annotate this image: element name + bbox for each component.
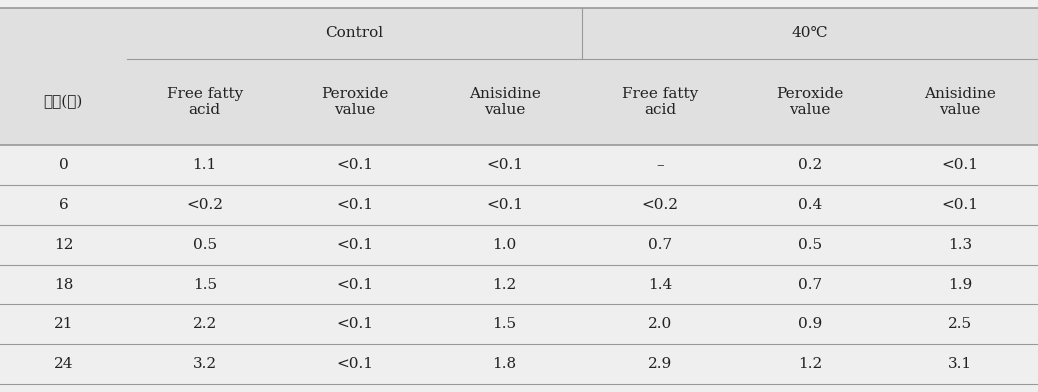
Text: <0.1: <0.1 (336, 318, 373, 331)
Text: <0.1: <0.1 (486, 198, 523, 212)
Text: 1.0: 1.0 (492, 238, 517, 252)
Bar (0, 145, 1038, 185)
Text: 2.2: 2.2 (193, 318, 217, 331)
Text: 0.5: 0.5 (193, 238, 217, 252)
Text: 1.5: 1.5 (193, 278, 217, 292)
Text: <0.1: <0.1 (336, 278, 373, 292)
Text: 3.2: 3.2 (193, 357, 217, 371)
Text: <0.1: <0.1 (941, 158, 979, 172)
Text: 2.0: 2.0 (648, 318, 673, 331)
Text: 1.2: 1.2 (492, 278, 517, 292)
Text: 1.5: 1.5 (492, 318, 517, 331)
Text: <0.1: <0.1 (336, 158, 373, 172)
Text: 1.2: 1.2 (798, 357, 822, 371)
Text: 18: 18 (54, 278, 73, 292)
Bar (0, 8, 1038, 59)
Bar (0, 305, 1038, 344)
Text: 1.8: 1.8 (492, 357, 517, 371)
Text: Control: Control (326, 26, 384, 40)
Text: 3.1: 3.1 (948, 357, 973, 371)
Text: Peroxide
value: Peroxide value (776, 87, 844, 117)
Text: Free fatty
acid: Free fatty acid (622, 87, 699, 117)
Text: 0: 0 (58, 158, 69, 172)
Text: 24: 24 (54, 357, 74, 371)
Text: <0.2: <0.2 (186, 198, 223, 212)
Bar (0, 225, 1038, 265)
Text: 0.4: 0.4 (798, 198, 822, 212)
Text: <0.1: <0.1 (486, 158, 523, 172)
Text: 21: 21 (54, 318, 74, 331)
Text: 시간(주): 시간(주) (44, 95, 83, 109)
Bar (0, 265, 1038, 305)
Text: <0.1: <0.1 (336, 238, 373, 252)
Text: 40℃: 40℃ (792, 26, 828, 40)
Bar (0, 59, 1038, 145)
Text: 0.7: 0.7 (648, 238, 673, 252)
Text: 0.5: 0.5 (798, 238, 822, 252)
Text: 1.9: 1.9 (948, 278, 973, 292)
Text: 1.3: 1.3 (948, 238, 973, 252)
Text: 12: 12 (54, 238, 74, 252)
Text: 0.7: 0.7 (798, 278, 822, 292)
Text: Anisidine
value: Anisidine value (924, 87, 996, 117)
Text: Anisidine
value: Anisidine value (468, 87, 541, 117)
Text: 0.9: 0.9 (798, 318, 822, 331)
Text: 2.5: 2.5 (948, 318, 973, 331)
Text: 1.1: 1.1 (193, 158, 217, 172)
Bar (0, 185, 1038, 225)
Text: 1.4: 1.4 (648, 278, 673, 292)
Bar (0, 344, 1038, 384)
Text: <0.1: <0.1 (336, 357, 373, 371)
Text: <0.1: <0.1 (941, 198, 979, 212)
Text: Peroxide
value: Peroxide value (321, 87, 388, 117)
Text: <0.2: <0.2 (641, 198, 679, 212)
Text: 6: 6 (58, 198, 69, 212)
Text: Free fatty
acid: Free fatty acid (166, 87, 243, 117)
Text: <0.1: <0.1 (336, 198, 373, 212)
Text: 0.2: 0.2 (798, 158, 822, 172)
Text: 2.9: 2.9 (648, 357, 673, 371)
Text: –: – (656, 158, 664, 172)
